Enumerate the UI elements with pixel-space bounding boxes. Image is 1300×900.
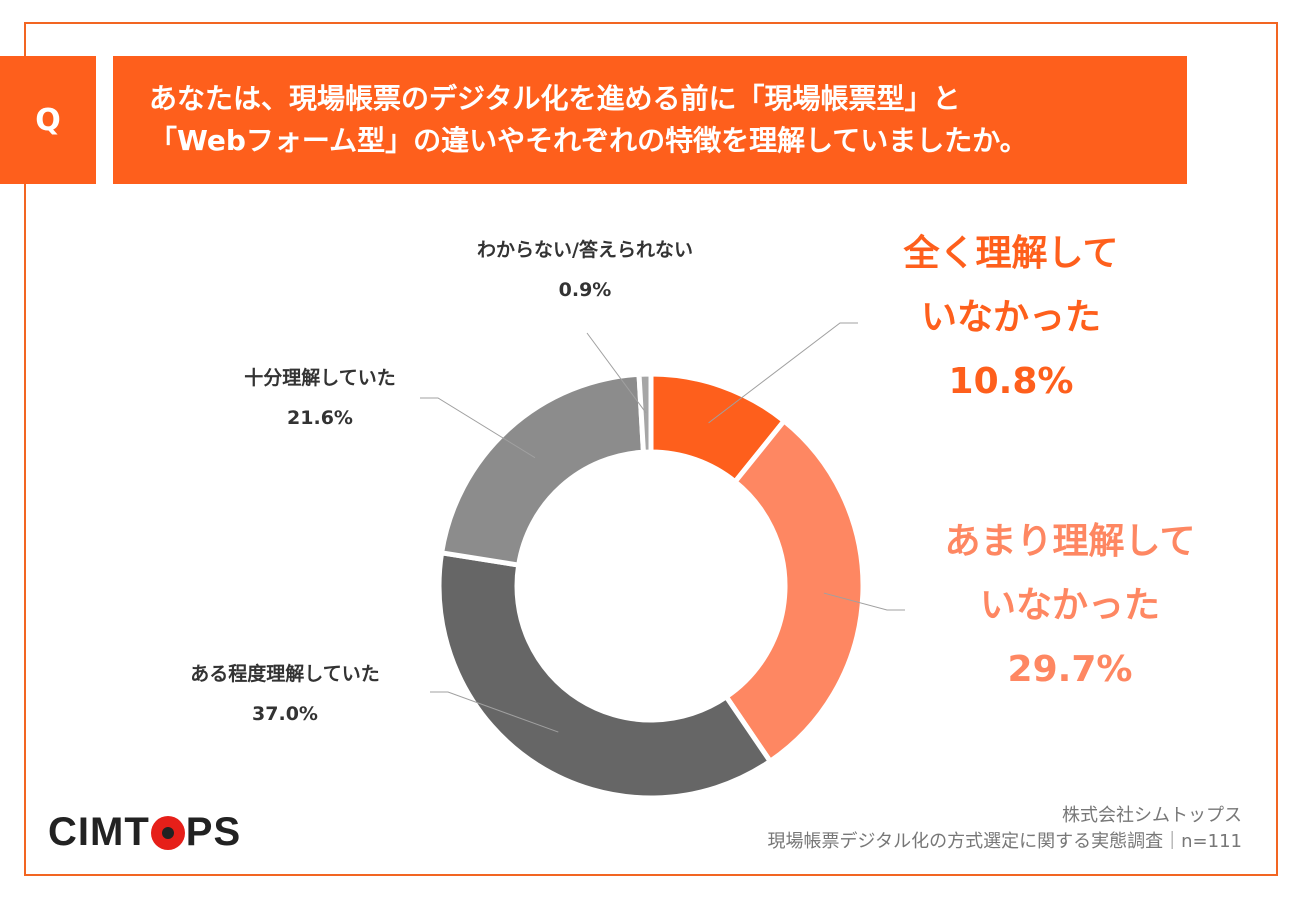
source-note: 株式会社シムトップス 現場帳票デジタル化の方式選定に関する実態調査｜n=111: [768, 803, 1242, 855]
logo-o-mark: [150, 815, 185, 850]
label-somewhat-text: ある程度理解していた: [190, 663, 380, 685]
cimtops-logo: CIMT PS: [48, 810, 241, 855]
label-dont-know: わからない/答えられない 0.9%: [440, 230, 730, 310]
label-not-much-line2: いなかった: [979, 585, 1160, 626]
label-fully-text: 十分理解していた: [244, 367, 396, 389]
label-not-at-all-value: 10.8%: [948, 361, 1074, 402]
slice-somewhat: [436, 550, 773, 801]
label-not-much-value: 29.7%: [1007, 649, 1133, 690]
label-not-much-line1: あまり理解して: [944, 521, 1196, 562]
label-not-at-all: 全く理解して いなかった 10.8%: [880, 222, 1142, 414]
label-fully-value: 21.6%: [287, 407, 353, 429]
question-banner: あなたは、現場帳票のデジタル化を進める前に「現場帳票型」と 「Webフォーム型」…: [113, 56, 1187, 184]
label-not-at-all-line2: いなかった: [920, 297, 1101, 338]
slice-not-much: [723, 418, 866, 764]
source-company: 株式会社シムトップス: [1062, 805, 1242, 826]
label-not-at-all-line1: 全く理解して: [903, 233, 1119, 274]
leader-not-much: [823, 592, 905, 611]
question-badge: Q: [0, 56, 96, 184]
label-dont-know-text: わからない/答えられない: [477, 239, 693, 261]
slice-fully: [439, 371, 646, 568]
label-somewhat: ある程度理解していた 37.0%: [150, 654, 420, 734]
label-dont-know-value: 0.9%: [558, 279, 612, 301]
source-survey: 現場帳票デジタル化の方式選定に関する実態調査｜n=111: [767, 831, 1242, 852]
leader-dont-know: [586, 332, 647, 414]
label-not-much: あまり理解して いなかった 29.7%: [920, 510, 1220, 702]
label-somewhat-value: 37.0%: [252, 703, 318, 725]
leader-somewhat: [430, 691, 559, 733]
outer-frame: [24, 22, 1278, 876]
logo-text-left: CIMT: [48, 810, 150, 854]
label-fully: 十分理解していた 21.6%: [200, 358, 440, 438]
leader-fully: [420, 397, 536, 459]
leader-not-at-all: [708, 322, 858, 424]
question-line-1: あなたは、現場帳票のデジタル化を進める前に「現場帳票型」と: [149, 82, 961, 115]
question-line-2: 「Webフォーム型」の違いやそれぞれの特徴を理解していましたか。: [149, 124, 1028, 157]
logo-text-right: PS: [185, 810, 242, 854]
slice-dont-know: [636, 371, 654, 455]
